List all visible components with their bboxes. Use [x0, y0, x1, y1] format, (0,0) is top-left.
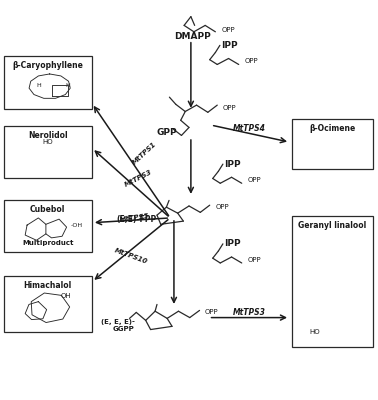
Text: GPP: GPP	[156, 128, 177, 137]
Text: OPP: OPP	[205, 310, 218, 316]
Text: OPP: OPP	[223, 104, 237, 110]
Text: HO: HO	[42, 139, 53, 145]
Text: OPP: OPP	[248, 257, 261, 263]
Text: MtTPS10: MtTPS10	[114, 247, 149, 265]
Bar	[3, 200, 92, 252]
Text: Nerolidol: Nerolidol	[28, 132, 68, 140]
Bar	[3, 276, 92, 332]
Text: Cubebol: Cubebol	[30, 205, 65, 214]
Text: (E,E)-FPP: (E,E)-FPP	[117, 216, 157, 224]
Text: OH: OH	[60, 293, 71, 299]
Text: MtTPS4: MtTPS4	[233, 124, 266, 133]
Text: OPP: OPP	[222, 27, 235, 33]
Text: (E, E, E)-
GGPP: (E, E, E)- GGPP	[101, 319, 135, 332]
Text: Himachalol: Himachalol	[24, 281, 72, 290]
Text: H: H	[65, 83, 70, 88]
Text: MtTPS3: MtTPS3	[124, 169, 153, 188]
Text: IPP: IPP	[221, 41, 238, 50]
Text: DMAPP: DMAPP	[174, 32, 211, 41]
Text: IPP: IPP	[224, 160, 241, 169]
Bar	[291, 216, 373, 348]
Text: MtTPS3: MtTPS3	[233, 308, 266, 317]
Text: -OH: -OH	[70, 224, 82, 228]
Bar	[3, 56, 92, 109]
Text: MtTPS5: MtTPS5	[119, 213, 150, 223]
Text: HO: HO	[310, 328, 321, 334]
Text: OPP: OPP	[215, 204, 229, 210]
Text: H: H	[36, 83, 41, 88]
Text: Geranyl linalool: Geranyl linalool	[298, 221, 366, 230]
Text: MtTPS1: MtTPS1	[131, 141, 157, 166]
Text: OPP: OPP	[245, 58, 259, 64]
Text: β-Caryophyllene: β-Caryophyllene	[12, 61, 83, 70]
Text: IPP: IPP	[224, 239, 241, 248]
Text: OPP: OPP	[248, 177, 261, 183]
Text: Multiproduct: Multiproduct	[22, 240, 73, 246]
Bar	[3, 126, 92, 178]
Bar	[291, 119, 373, 169]
Text: β-Ocimene: β-Ocimene	[309, 124, 355, 134]
